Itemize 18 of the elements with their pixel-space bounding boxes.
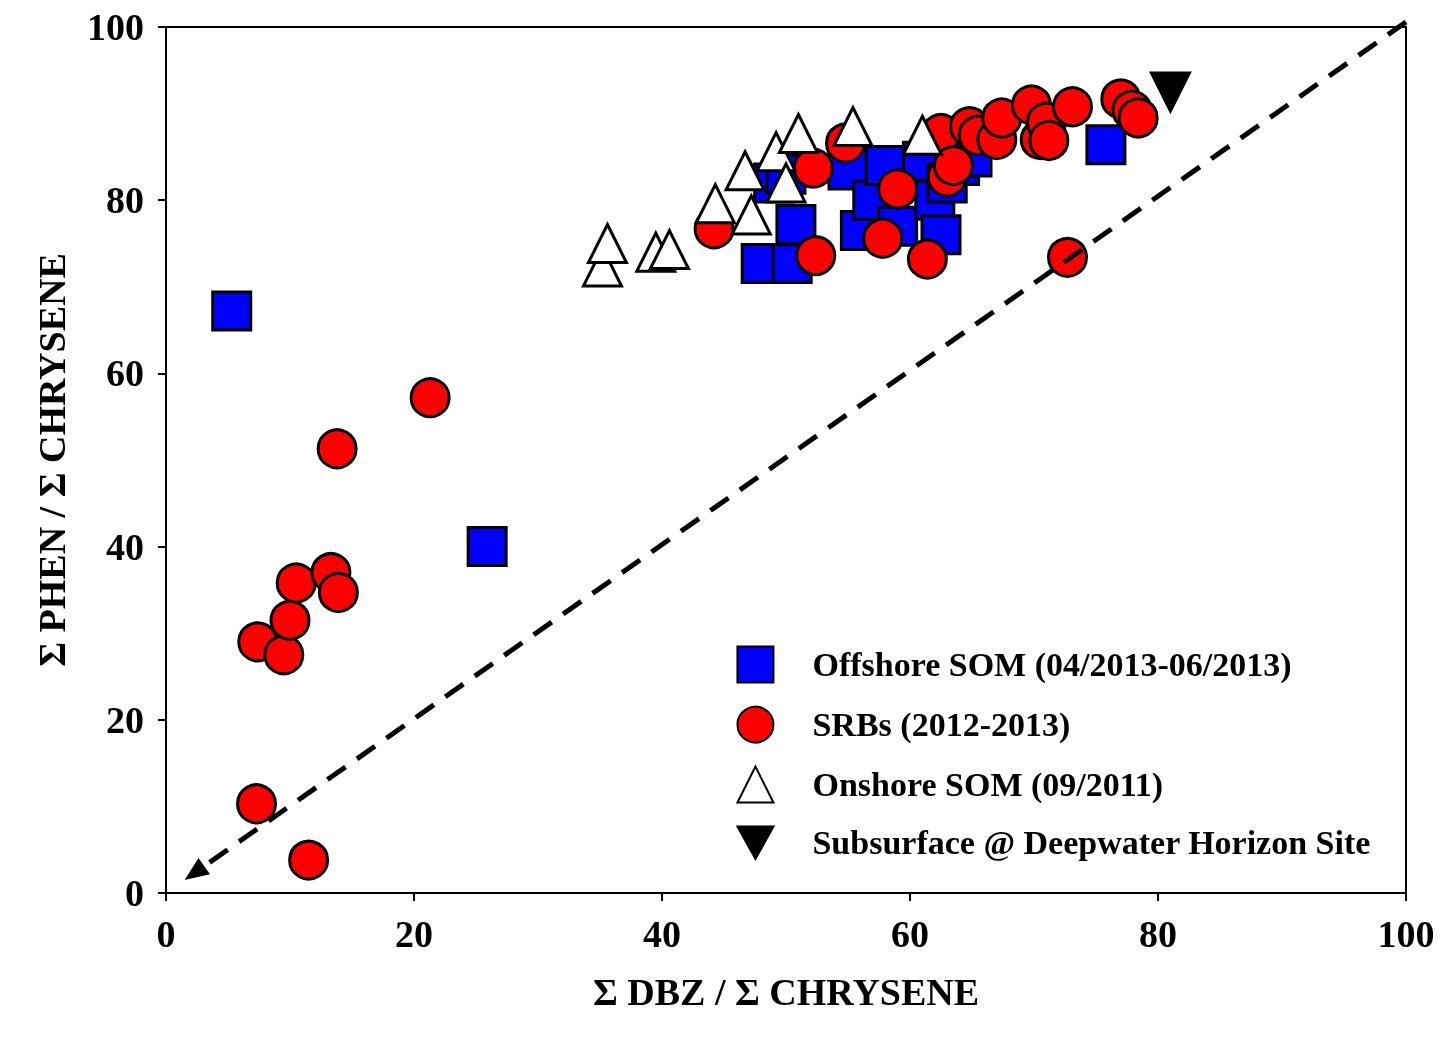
legend-label: Subsurface @ Deepwater Horizon Site — [812, 824, 1371, 862]
legend-label: Onshore SOM (09/2011) — [812, 766, 1164, 805]
y-axis-title: Σ PHEN / Σ CHRYSENE — [31, 253, 73, 667]
x-tick-label: 40 — [643, 913, 681, 955]
x-tick-label: 0 — [156, 913, 176, 955]
x-tick-label: 60 — [891, 913, 929, 955]
legend-label: Offshore SOM (04/2013-06/2013) — [812, 646, 1292, 685]
y-tick-label: 80 — [106, 179, 144, 222]
y-tick-label: 40 — [106, 525, 144, 568]
y-tick-label: 100 — [87, 6, 144, 48]
y-tick-label: 60 — [106, 352, 144, 395]
y-tick-label: 0 — [125, 872, 144, 914]
y-tick-label: 20 — [106, 698, 144, 741]
x-tick-label: 100 — [1377, 913, 1435, 955]
x-tick-label: 20 — [395, 913, 433, 955]
x-tick-label: 80 — [1139, 913, 1177, 955]
legend-label: SRBs (2012-2013) — [812, 706, 1071, 745]
x-axis-title: Σ DBZ / Σ CHRYSENE — [592, 971, 980, 1013]
